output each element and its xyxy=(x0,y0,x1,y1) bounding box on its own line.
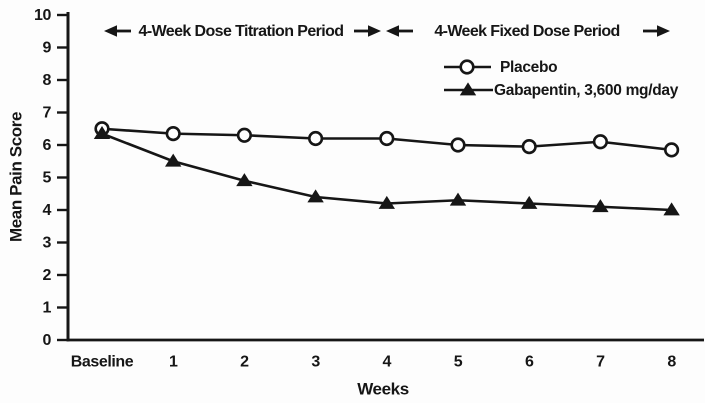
fixed-dose-period-label: 4-Week Fixed Dose Period xyxy=(434,23,619,40)
gabapentin-point xyxy=(165,153,182,167)
titration-period-label: 4-Week Dose Titration Period xyxy=(139,23,344,40)
x-tick-label: 2 xyxy=(240,354,249,371)
y-tick-label: 5 xyxy=(43,170,52,187)
y-tick-label: 0 xyxy=(43,332,52,349)
y-tick-label: 9 xyxy=(43,40,52,57)
legend-placebo-marker xyxy=(459,59,475,75)
gabapentin-point xyxy=(307,189,324,203)
right-arrow-icon xyxy=(657,25,670,37)
y-axis-title: Mean Pain Score xyxy=(7,112,26,242)
y-tick-label: 10 xyxy=(34,7,51,24)
gabapentin-point xyxy=(449,192,467,206)
legend-gabapentin-marker xyxy=(459,82,477,96)
placebo-point xyxy=(236,127,252,143)
placebo-point xyxy=(521,139,537,155)
placebo-point xyxy=(165,126,181,142)
fixed-dose-period-annotation: 4-Week Fixed Dose Period xyxy=(386,23,670,40)
x-tick-label: 8 xyxy=(667,354,676,371)
x-tick-label: 1 xyxy=(169,354,178,371)
legend-placebo-label: Placebo xyxy=(500,59,557,76)
x-tick-label: Baseline xyxy=(71,354,134,371)
x-tick-label: 3 xyxy=(311,354,320,371)
gabapentin-point xyxy=(592,199,609,213)
placebo-point xyxy=(663,142,680,158)
placebo-point xyxy=(592,134,609,150)
gabapentin-point xyxy=(93,126,111,140)
left-arrow-icon xyxy=(104,25,117,37)
placebo-point xyxy=(450,137,466,153)
legend-gabapentin-label: Gabapentin, 3,600 mg/day xyxy=(494,82,679,99)
y-tick-label: 2 xyxy=(43,267,52,284)
y-tick-label: 1 xyxy=(43,300,52,317)
x-tick-label: 7 xyxy=(596,354,605,371)
y-tick-label: 7 xyxy=(43,105,52,122)
placebo-point xyxy=(379,130,395,147)
left-arrow-icon xyxy=(386,25,399,37)
y-tick-label: 4 xyxy=(43,202,52,219)
x-tick-label: 4 xyxy=(383,354,392,371)
gabapentin-point xyxy=(378,195,395,209)
right-arrow-icon xyxy=(368,25,381,37)
placebo-point xyxy=(308,130,324,147)
legend: Placebo Gabapentin, 3,600 mg/day xyxy=(444,59,679,99)
y-tick-label: 6 xyxy=(43,137,52,154)
gabapentin-point xyxy=(521,195,538,209)
y-tick-label: 3 xyxy=(43,235,52,252)
titration-period-annotation: 4-Week Dose Titration Period xyxy=(104,23,381,40)
gabapentin-point xyxy=(236,173,253,187)
x-tick-label: 6 xyxy=(525,354,534,371)
gabapentin-point xyxy=(663,202,680,216)
x-tick-label: 5 xyxy=(454,354,463,371)
x-axis-title: Weeks xyxy=(357,380,409,399)
y-tick-label: 8 xyxy=(43,72,52,89)
